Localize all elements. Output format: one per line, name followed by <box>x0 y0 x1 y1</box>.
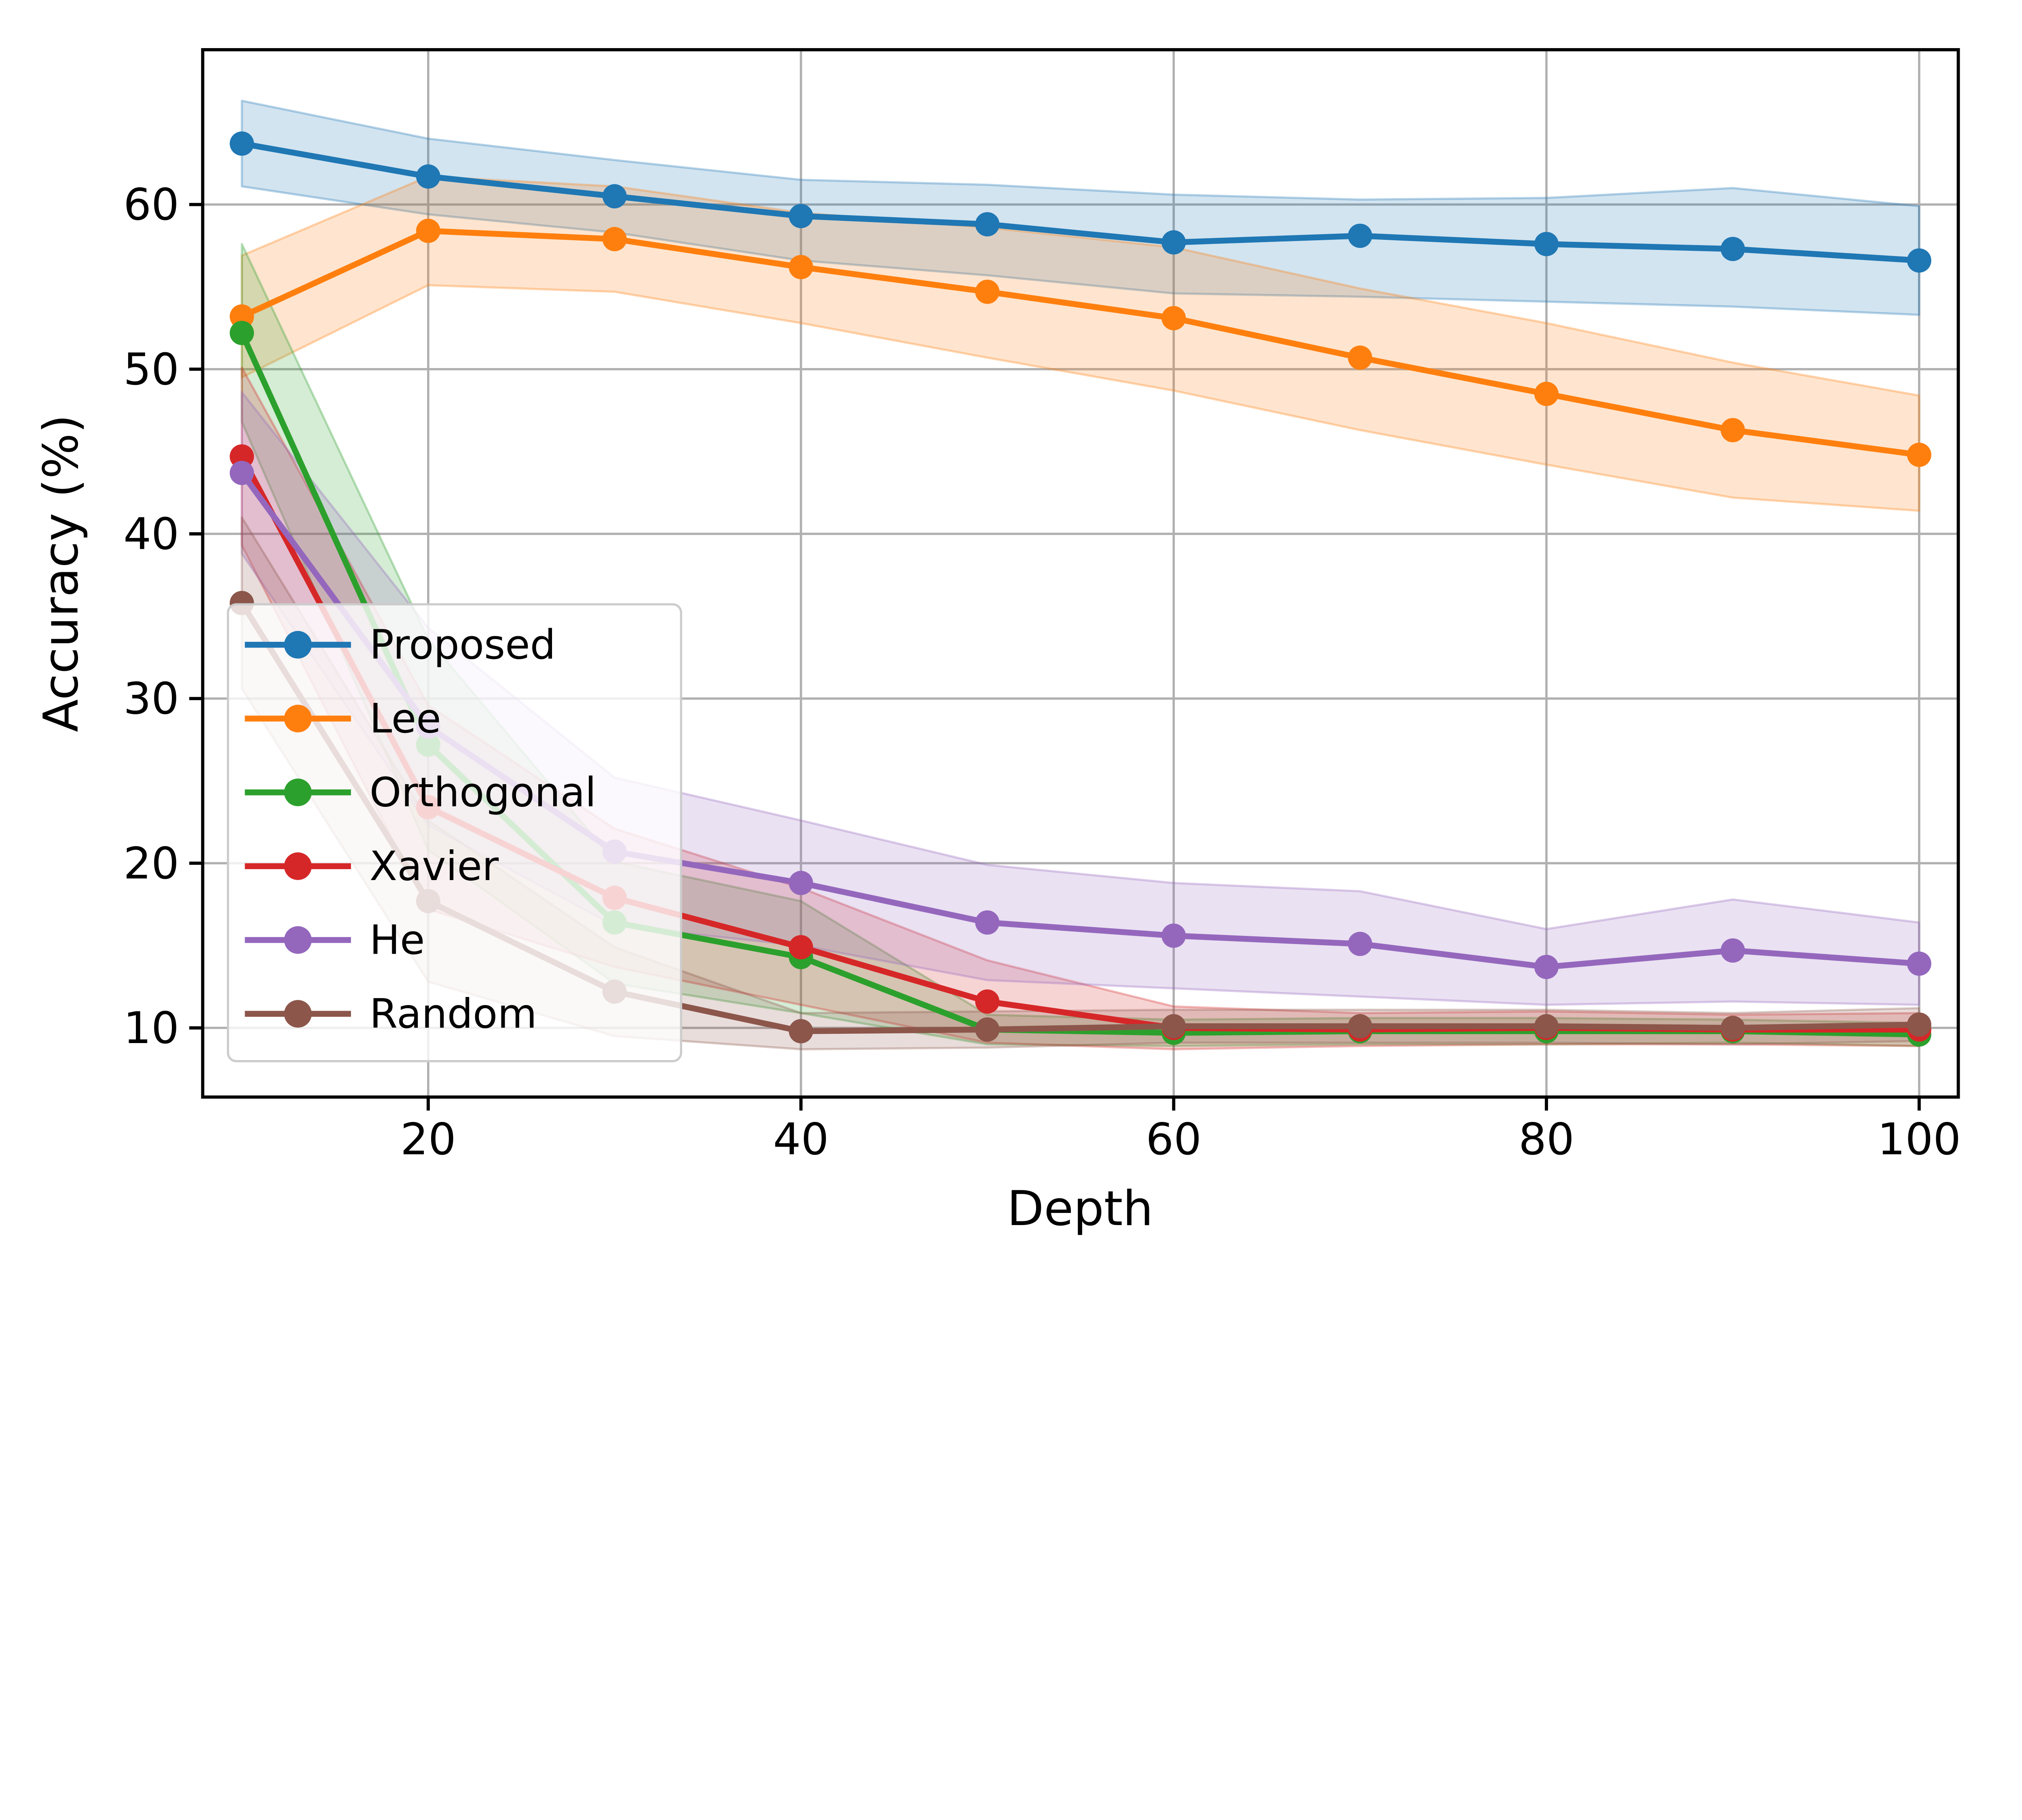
marker-Lee-40 <box>789 255 813 279</box>
marker-He-10 <box>230 461 254 485</box>
marker-He-80 <box>1534 954 1559 979</box>
figure: 20 40 60 80 100 10 20 30 40 50 60 Proposed Lee Orthog… <box>33 48 1961 1237</box>
marker-Xavier-40 <box>789 935 813 959</box>
marker-Lee-30 <box>602 227 627 252</box>
marker-Lee-100 <box>1907 442 1931 467</box>
legend-marker-Xavier <box>284 852 312 880</box>
marker-He-50 <box>975 910 1000 935</box>
legend-label-Random: Random <box>370 990 537 1037</box>
legend-label-Xavier: Xavier <box>370 842 499 890</box>
axes-spines <box>201 48 1960 1099</box>
legend: Proposed Lee Orthogonal Xavier He Random <box>227 603 682 1062</box>
legend-item-Lee: Lee <box>245 695 441 742</box>
marker-Proposed-40 <box>789 204 813 229</box>
marker-Proposed-70 <box>1348 224 1373 248</box>
y-tick-label-50: 50 <box>123 343 179 395</box>
marker-Orthogonal-10 <box>230 321 254 345</box>
marker-Proposed-50 <box>975 212 1000 237</box>
legend-marker-Lee <box>284 705 312 732</box>
x-tick-label-60: 60 <box>1146 1113 1201 1165</box>
y-axis-label: Accuracy (%) <box>34 415 89 732</box>
marker-Proposed-30 <box>602 184 627 209</box>
marker-Lee-90 <box>1720 418 1745 442</box>
legend-label-He: He <box>370 916 425 964</box>
marker-Lee-20 <box>416 218 440 243</box>
x-tick-label-80: 80 <box>1519 1113 1574 1165</box>
marker-He-90 <box>1720 938 1745 963</box>
legend-item-Proposed: Proposed <box>245 621 556 669</box>
marker-Lee-70 <box>1348 345 1373 370</box>
marker-Random-70 <box>1348 1014 1373 1039</box>
marker-Lee-80 <box>1534 381 1559 406</box>
y-tick-label-30: 30 <box>123 673 179 724</box>
marker-He-40 <box>789 871 813 895</box>
legend-marker-Orthogonal <box>284 779 312 806</box>
marker-Random-50 <box>975 1017 1000 1042</box>
legend-item-Xavier: Xavier <box>245 842 499 890</box>
axis-ticks: 20 40 60 80 100 10 20 30 40 50 60 <box>123 179 1961 1165</box>
marker-He-100 <box>1907 951 1931 976</box>
plot-area: 20 40 60 80 100 10 20 30 40 50 60 Proposed Lee Orthog… <box>123 48 1961 1165</box>
marker-Random-60 <box>1161 1014 1186 1039</box>
y-tick-label-60: 60 <box>123 179 179 230</box>
legend-label-Lee: Lee <box>370 695 441 742</box>
x-tick-label-100: 100 <box>1877 1113 1961 1165</box>
marker-Random-90 <box>1720 1016 1745 1040</box>
y-tick-label-20: 20 <box>123 838 179 889</box>
y-tick-label-10: 10 <box>123 1002 179 1054</box>
legend-marker-He <box>284 926 312 954</box>
x-tick-label-20: 20 <box>400 1113 456 1165</box>
marker-Proposed-10 <box>230 131 254 156</box>
marker-He-70 <box>1348 931 1373 956</box>
legend-label-Orthogonal: Orthogonal <box>370 769 596 816</box>
line-Proposed <box>239 140 1923 264</box>
marker-He-60 <box>1161 923 1186 948</box>
marker-Lee-60 <box>1161 306 1186 330</box>
marker-Proposed-90 <box>1720 237 1745 261</box>
y-tick-label-40: 40 <box>123 508 179 559</box>
marker-Random-100 <box>1907 1012 1931 1037</box>
marker-Proposed-60 <box>1161 230 1186 255</box>
marker-Random-80 <box>1534 1014 1559 1039</box>
legend-label-Proposed: Proposed <box>370 621 556 669</box>
x-axis-label: Depth <box>1007 1181 1153 1237</box>
marker-Proposed-100 <box>1907 248 1931 273</box>
legend-item-Random: Random <box>245 990 537 1037</box>
line-Lee <box>239 228 1923 458</box>
band-Proposed <box>241 99 1920 316</box>
marker-Random-40 <box>789 1019 813 1043</box>
accuracy-vs-depth-line-chart: 20 40 60 80 100 10 20 30 40 50 60 Proposed Lee Orthog… <box>33 48 1961 1237</box>
legend-marker-Proposed <box>284 631 312 659</box>
marker-Proposed-20 <box>416 164 440 189</box>
legend-item-He: He <box>245 916 425 964</box>
marker-Proposed-80 <box>1534 232 1559 256</box>
marker-Xavier-50 <box>975 989 1000 1014</box>
legend-marker-Random <box>284 1000 312 1028</box>
x-tick-label-40: 40 <box>773 1113 829 1165</box>
legend-item-Orthogonal: Orthogonal <box>245 769 596 816</box>
marker-Lee-50 <box>975 279 1000 304</box>
